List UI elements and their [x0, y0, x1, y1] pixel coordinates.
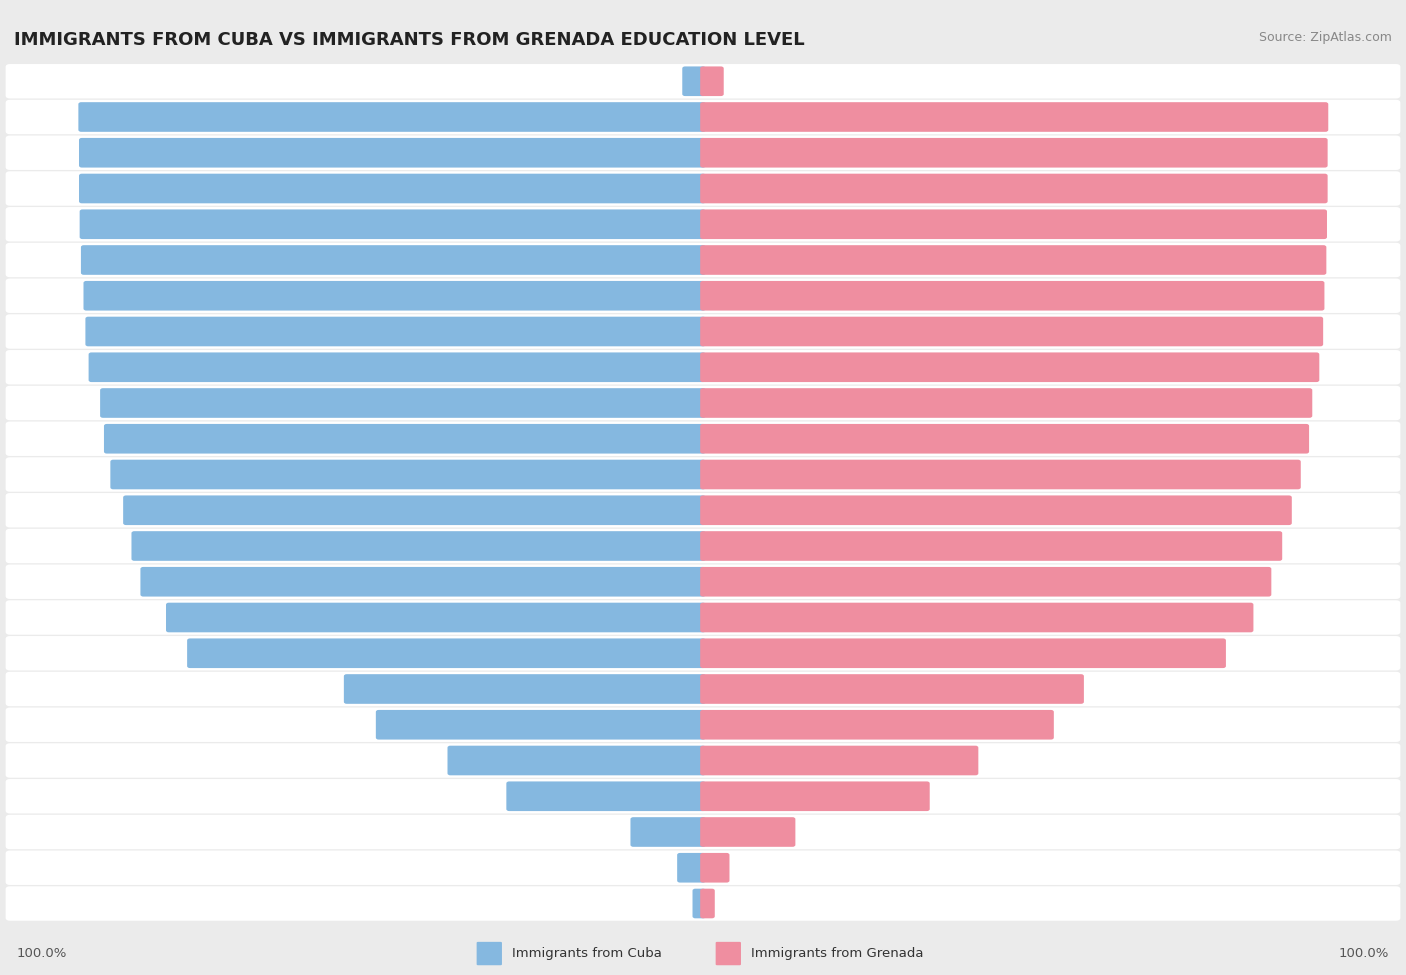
Text: 9th Grade: 9th Grade: [673, 468, 733, 481]
Text: 96.7%: 96.7%: [1271, 291, 1310, 300]
Text: 81.3%: 81.3%: [1174, 648, 1212, 658]
Text: 92.2%: 92.2%: [124, 470, 163, 480]
Text: College, Under 1 year: College, Under 1 year: [638, 682, 768, 695]
Text: 97.2%: 97.2%: [93, 112, 131, 122]
Text: Immigrants from Cuba: Immigrants from Cuba: [512, 947, 662, 960]
Text: 12th Grade, No Diploma: 12th Grade, No Diploma: [631, 575, 775, 588]
Text: 95.6%: 95.6%: [103, 363, 142, 372]
Text: 5th Grade: 5th Grade: [673, 325, 733, 338]
Text: Master's Degree: Master's Degree: [655, 826, 751, 838]
Text: 96.8%: 96.8%: [96, 255, 134, 265]
Text: 85.6%: 85.6%: [1201, 612, 1239, 622]
Text: 97.3%: 97.3%: [1275, 112, 1315, 122]
Text: 83.5%: 83.5%: [180, 612, 218, 622]
Text: 90.2%: 90.2%: [138, 505, 176, 515]
Text: Doctorate Degree: Doctorate Degree: [650, 897, 756, 910]
Text: 50.7%: 50.7%: [389, 720, 429, 729]
Text: 59.1%: 59.1%: [1031, 684, 1070, 694]
Text: 7th Grade: 7th Grade: [673, 397, 733, 410]
Text: 88.9%: 88.9%: [146, 541, 184, 551]
Text: 3.6%: 3.6%: [644, 863, 672, 873]
Text: 10.9%: 10.9%: [589, 827, 624, 837]
Text: 2nd Grade: 2nd Grade: [672, 217, 734, 231]
Text: Immigrants from Grenada: Immigrants from Grenada: [751, 947, 924, 960]
Text: 97.1%: 97.1%: [93, 148, 132, 158]
Text: Professional Degree: Professional Degree: [644, 861, 762, 875]
Text: 14.0%: 14.0%: [801, 827, 837, 837]
Text: No Schooling Completed: No Schooling Completed: [630, 75, 776, 88]
Text: 100.0%: 100.0%: [1339, 947, 1389, 960]
Text: 93.8%: 93.8%: [114, 398, 153, 408]
Text: 100.0%: 100.0%: [17, 947, 67, 960]
Text: High School Diploma: High School Diploma: [641, 611, 765, 624]
Text: 88.4%: 88.4%: [1219, 577, 1257, 587]
Text: IMMIGRANTS FROM CUBA VS IMMIGRANTS FROM GRENADA EDUCATION LEVEL: IMMIGRANTS FROM CUBA VS IMMIGRANTS FROM …: [14, 31, 804, 49]
Text: 42.6%: 42.6%: [984, 756, 1019, 765]
Text: 91.6%: 91.6%: [1239, 505, 1278, 515]
Text: 94.3%: 94.3%: [1257, 434, 1295, 444]
Text: 1.2%: 1.2%: [658, 899, 688, 909]
Text: 97.1%: 97.1%: [93, 183, 132, 193]
Text: 80.2%: 80.2%: [201, 648, 239, 658]
Text: 87.5%: 87.5%: [155, 577, 193, 587]
Text: 93.0%: 93.0%: [1249, 470, 1286, 480]
Text: Source: ZipAtlas.com: Source: ZipAtlas.com: [1258, 31, 1392, 44]
Text: College, 1 year or more: College, 1 year or more: [633, 719, 773, 731]
Text: 95.9%: 95.9%: [1267, 363, 1305, 372]
Text: GED/Equivalency: GED/Equivalency: [652, 646, 754, 660]
Text: 97.2%: 97.2%: [1275, 148, 1313, 158]
Text: Nursery School: Nursery School: [658, 110, 748, 124]
Text: 11th Grade: 11th Grade: [669, 539, 737, 553]
Text: 97.0%: 97.0%: [1274, 255, 1312, 265]
Text: 90.1%: 90.1%: [1229, 541, 1268, 551]
Text: 6th Grade: 6th Grade: [673, 361, 733, 373]
Text: 96.4%: 96.4%: [97, 291, 136, 300]
Text: 96.1%: 96.1%: [100, 327, 138, 336]
Text: 97.1%: 97.1%: [1274, 219, 1313, 229]
Text: 97.0%: 97.0%: [94, 219, 132, 229]
Text: 39.5%: 39.5%: [406, 756, 441, 765]
Text: 1.4%: 1.4%: [720, 899, 749, 909]
Text: 54.4%: 54.4%: [1001, 720, 1040, 729]
Text: 96.5%: 96.5%: [1271, 327, 1309, 336]
Text: 30.3%: 30.3%: [465, 792, 501, 801]
Text: 35.0%: 35.0%: [935, 792, 970, 801]
Text: Kindergarten: Kindergarten: [665, 146, 741, 159]
Text: 10th Grade: 10th Grade: [669, 504, 737, 517]
Text: 55.7%: 55.7%: [359, 684, 396, 694]
Text: Bachelor's Degree: Bachelor's Degree: [650, 790, 756, 802]
Text: 1st Grade: 1st Grade: [673, 182, 733, 195]
Text: 2.8%: 2.8%: [648, 76, 676, 86]
Text: 3rd Grade: 3rd Grade: [673, 254, 733, 266]
Text: Associate's Degree: Associate's Degree: [647, 754, 759, 767]
Text: 97.2%: 97.2%: [1275, 183, 1313, 193]
Text: 93.2%: 93.2%: [118, 434, 156, 444]
Text: 94.8%: 94.8%: [1260, 398, 1298, 408]
Text: 3.7%: 3.7%: [735, 863, 763, 873]
Text: 4th Grade: 4th Grade: [673, 290, 733, 302]
Text: 2.8%: 2.8%: [730, 76, 758, 86]
Text: 8th Grade: 8th Grade: [673, 432, 733, 446]
